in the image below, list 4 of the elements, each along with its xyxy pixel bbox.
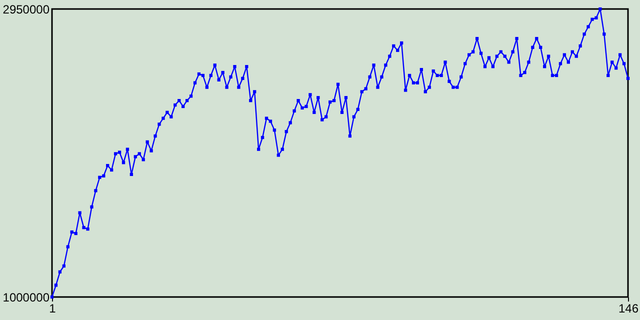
x-tick-label: 146 <box>618 302 639 316</box>
y-tick-label: 2950000 <box>2 2 50 16</box>
y-tick-label: 1000000 <box>2 290 50 304</box>
x-tick-label: 1 <box>49 302 56 316</box>
